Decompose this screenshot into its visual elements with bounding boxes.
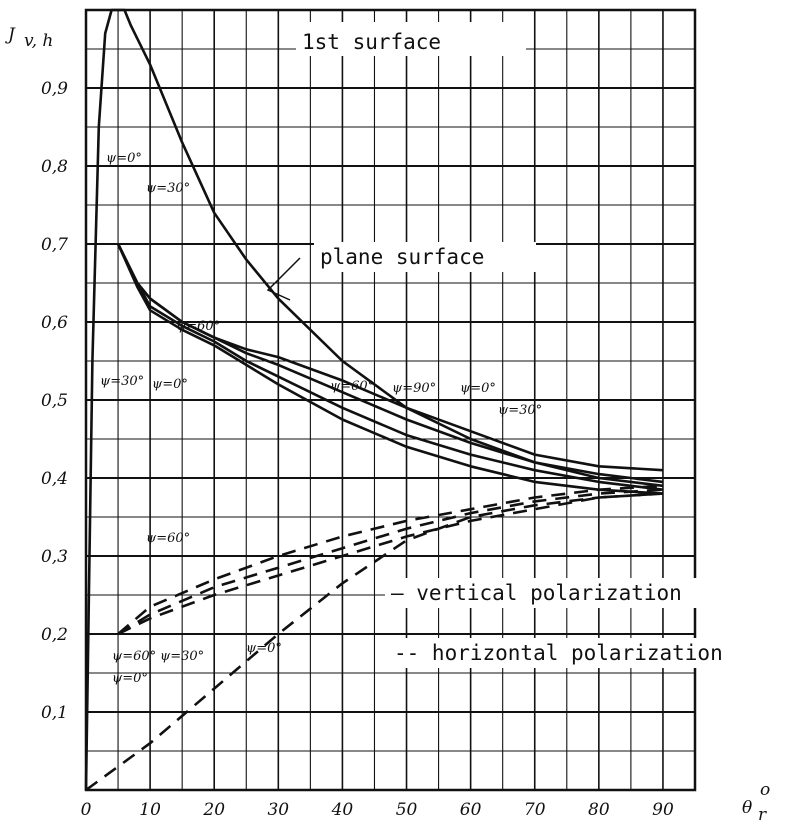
series-line-3 [116,243,664,491]
plane-surface-leader [266,257,301,301]
plane-surface-label: plane surface [320,245,484,269]
series-line-2 [116,243,664,484]
x-tick-label: 30 [267,800,289,820]
first-surface-label-bg [296,22,526,56]
series-line-1 [116,243,663,472]
y-axis-title: J [5,25,16,45]
legend-vertical: — vertical polarization [391,581,682,605]
y-tick-label: 0,1 [41,703,68,723]
series-line-6 [117,488,663,636]
x-tick-label: 60 [460,800,482,820]
y-tick-label: 0,2 [41,625,68,645]
curve-label-psi60-mid: ψ=60° [176,319,220,334]
plane-surface-label-bg [314,242,536,272]
x-axis-ticks: 0 10 20 30 40 50 60 70 80 90 [81,800,674,820]
x-tick-label: 10 [139,800,161,820]
curve-label-psi60-bottom: ψ=60° [112,649,156,664]
y-tick-label: 0,5 [41,391,68,411]
y-tick-label: 0,8 [41,157,68,177]
y-tick-label: 0,3 [41,547,68,567]
x-tick-label: 90 [652,800,674,820]
curve-label-psi30-top: ψ=30° [146,181,190,196]
x-axis-title-sub: r [758,805,767,825]
y-axis-title-sub: v, h [24,31,53,51]
curve-label-psi60-right: ψ=60° [330,379,374,394]
x-tick-label: 80 [588,800,610,820]
series-group [84,8,664,792]
series-line-0 [84,8,664,791]
x-tick-label: 70 [524,800,546,820]
series-line-7 [117,492,663,636]
series-line-8 [85,492,663,792]
x-axis-title-sup: o [760,780,770,800]
curve-label-psi60-low: ψ=60° [146,531,190,546]
curve-label-psi90-right: ψ=90° [392,381,436,396]
y-tick-label: 0,4 [41,469,68,489]
series-line-5 [117,484,663,635]
curve-label-psi30-mid: ψ=30° [100,374,144,389]
x-tick-label: 0 [81,800,92,820]
legend-horizontal: -- horizontal polarization [394,641,723,665]
y-tick-label: 0,6 [41,313,68,333]
x-tick-label: 40 [331,800,354,820]
curve-label-psi0-top: ψ=0° [106,151,142,166]
curve-label-psi30-bottom: ψ=30° [160,649,204,664]
curve-label-psi30-right: ψ=30° [498,403,542,418]
curve-label-psi0-bottom-mid: ψ=0° [246,641,282,656]
first-surface-label: 1st surface [302,30,441,54]
curve-label-psi0-mid: ψ=0° [152,377,188,392]
y-tick-label: 0,7 [41,235,68,255]
legend-vertical-bg [385,578,765,608]
series-line-4 [116,243,663,495]
curve-label-psi0-right: ψ=0° [460,381,496,396]
x-tick-label: 20 [202,800,225,820]
curve-label-psi0-bottom-left: ψ=0° [112,671,148,686]
y-tick-label: 0,9 [41,79,68,99]
y-axis-ticks: 0,1 0,2 0,3 0,4 0,5 0,6 0,7 0,8 0,9 [41,79,68,723]
x-tick-label: 50 [396,800,418,820]
x-axis-title: θ [742,798,752,818]
legend-horizontal-bg [388,638,800,668]
